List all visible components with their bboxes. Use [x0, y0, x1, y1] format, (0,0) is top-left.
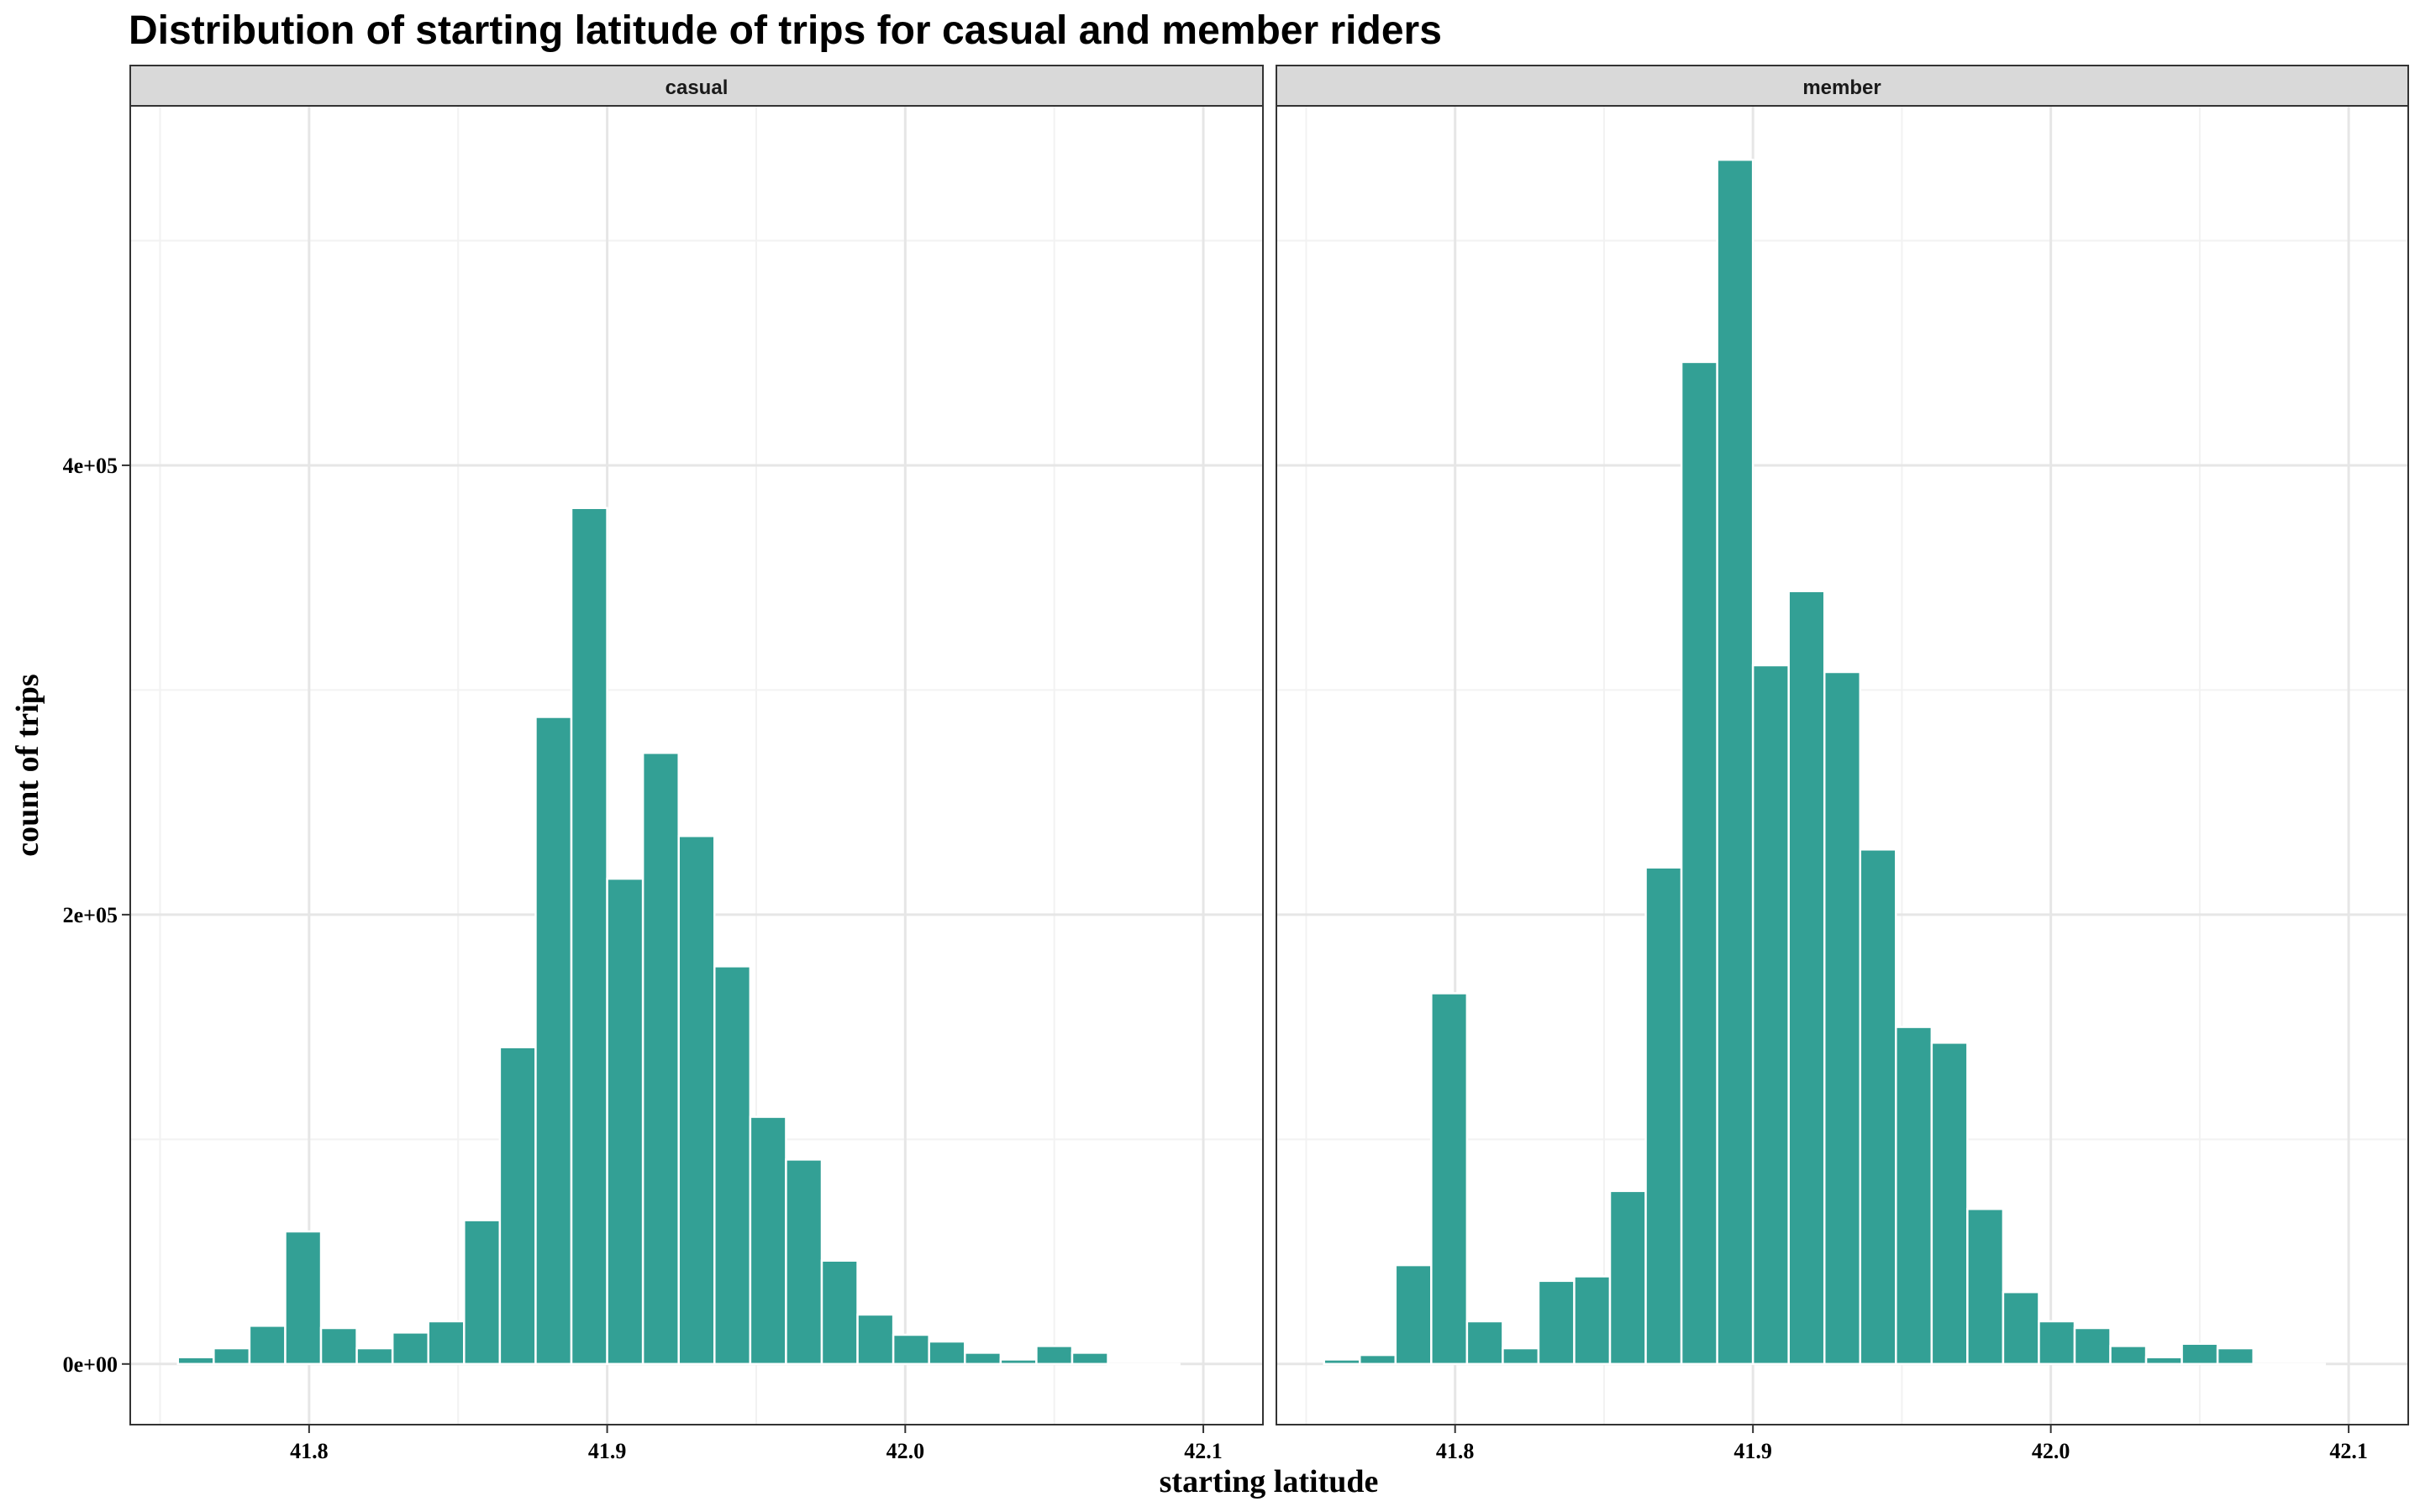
histogram-bar — [1537, 1279, 1576, 1366]
histogram-bar — [284, 1230, 323, 1366]
histogram-bar — [2109, 1345, 2148, 1366]
bars-member — [1323, 158, 2326, 1367]
histogram-bar — [999, 1358, 1038, 1366]
chart-title: Distribution of starting latitude of tri… — [129, 8, 1442, 53]
x-tick-label: 41.9 — [588, 1439, 627, 1463]
panel-casual: casual — [129, 65, 1264, 1425]
histogram-bar — [2144, 1356, 2183, 1366]
histogram-bar — [677, 835, 716, 1366]
x-axis-title: starting latitude — [1160, 1464, 1379, 1499]
histogram-bar — [498, 1046, 537, 1366]
strip-label-casual: casual — [666, 76, 729, 99]
histogram-bar — [1323, 1358, 1361, 1366]
strip-casual — [129, 65, 1264, 107]
histogram-bar — [1680, 360, 1718, 1366]
histogram-bar — [892, 1333, 930, 1366]
histogram-bar — [1895, 1026, 1933, 1366]
histogram-bar — [2252, 1362, 2291, 1367]
histogram-bar — [1359, 1353, 1397, 1366]
histogram-bar — [1751, 664, 1790, 1366]
histogram-bar — [1142, 1362, 1181, 1367]
histogram-bar — [391, 1331, 429, 1366]
x-tick-label: 42.0 — [886, 1439, 925, 1463]
histogram-bar — [1716, 158, 1754, 1366]
histogram-bar — [820, 1259, 859, 1366]
strip-label-member: member — [1802, 76, 1881, 99]
histogram-bar — [1394, 1263, 1433, 1366]
histogram-bar — [641, 752, 680, 1366]
histogram-bar — [2216, 1347, 2254, 1366]
histogram-bar — [1966, 1207, 2005, 1366]
histogram-bar — [1930, 1042, 1969, 1366]
y-tick-label: 0e+00 — [63, 1352, 118, 1377]
x-tick-label: 41.9 — [1733, 1439, 1772, 1463]
histogram-bar — [355, 1347, 394, 1366]
histogram-bar — [1502, 1347, 1540, 1366]
histogram-bar — [2002, 1290, 2040, 1366]
histogram-bar — [248, 1325, 287, 1366]
x-axis-casual: 41.8 41.9 42.0 42.1 — [290, 1425, 1223, 1463]
histogram-bar — [1787, 590, 1826, 1366]
histogram-bar — [964, 1352, 1002, 1366]
x-tick-label: 42.0 — [2032, 1439, 2070, 1463]
histogram-bar — [2073, 1326, 2112, 1366]
panel-border-member — [1276, 105, 2409, 1425]
histogram-bar — [856, 1313, 895, 1366]
x-tick-label: 42.1 — [2329, 1439, 2368, 1463]
histogram-bar — [427, 1320, 466, 1366]
bars-casual — [176, 507, 1181, 1367]
panel-member: member — [1276, 65, 2409, 1425]
histogram-bar — [606, 877, 644, 1366]
histogram-bar — [1465, 1320, 1504, 1366]
histogram-bar — [1608, 1189, 1647, 1366]
histogram-bar — [785, 1158, 823, 1366]
x-tick-label: 41.8 — [290, 1439, 329, 1463]
histogram-bar — [1107, 1362, 1145, 1367]
y-axis-title: count of trips — [10, 674, 45, 856]
strip-member — [1276, 65, 2409, 107]
histogram-bar — [928, 1340, 966, 1366]
histogram-bar — [1430, 992, 1469, 1366]
histogram-bar — [463, 1219, 502, 1366]
histogram-bar — [534, 716, 573, 1366]
histogram-bar — [1859, 848, 1897, 1366]
histogram-bar — [2287, 1362, 2326, 1367]
y-tick-label: 4e+05 — [63, 454, 118, 478]
y-axis: 0e+00 2e+05 4e+05 — [63, 454, 130, 1377]
histogram-bar — [2181, 1342, 2219, 1366]
histogram-bar — [1035, 1345, 1074, 1366]
histogram-bar — [2038, 1320, 2076, 1366]
histogram-bar — [1071, 1352, 1109, 1366]
y-tick-label: 2e+05 — [63, 903, 118, 927]
histogram-bar — [570, 507, 608, 1366]
x-tick-label: 41.8 — [1436, 1439, 1475, 1463]
gridlines-casual — [130, 106, 1263, 1425]
x-tick-label: 42.1 — [1184, 1439, 1223, 1463]
histogram-bar — [176, 1356, 215, 1366]
histogram-bar — [1823, 670, 1862, 1366]
x-axis-member: 41.8 41.9 42.0 42.1 — [1436, 1425, 2368, 1463]
panel-border-casual — [129, 105, 1264, 1425]
histogram-bar — [1573, 1275, 1612, 1366]
histogram-bar — [713, 965, 752, 1366]
histogram-bar — [213, 1347, 251, 1366]
histogram-bar — [319, 1326, 358, 1366]
histogram-bar — [749, 1116, 787, 1366]
histogram-bar — [1644, 866, 1683, 1366]
